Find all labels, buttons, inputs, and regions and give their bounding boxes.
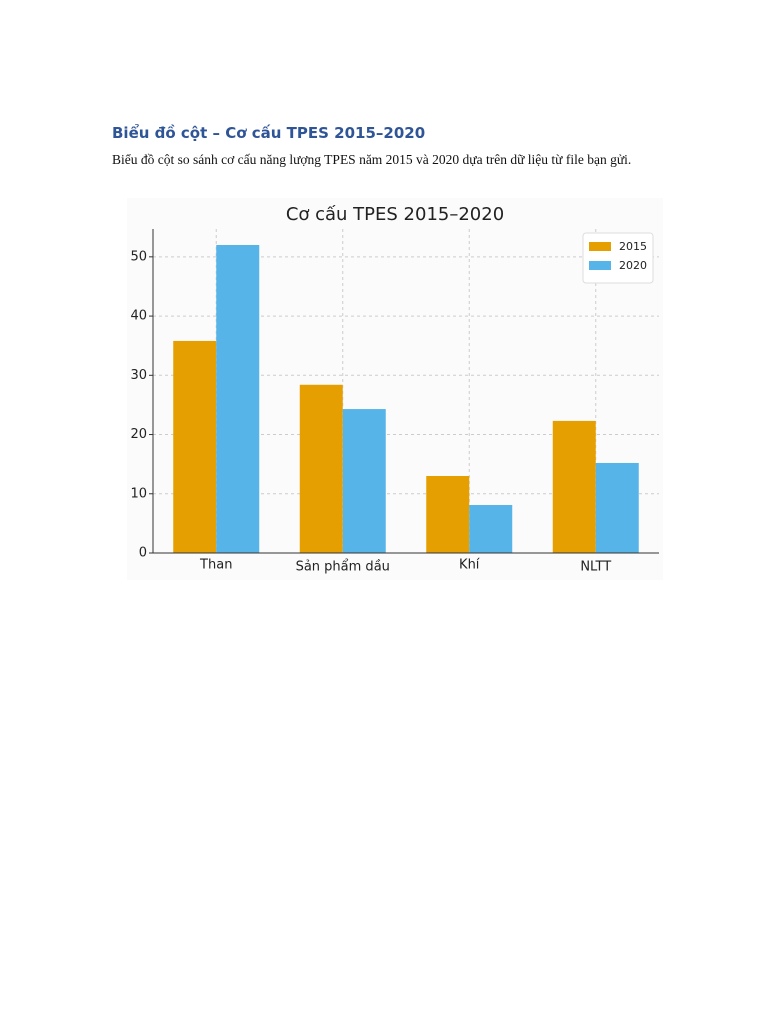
bar xyxy=(595,462,639,553)
x-tick-label: Khí xyxy=(459,558,480,573)
y-tick-label: 20 xyxy=(130,427,147,442)
document-title: Biểu đồ cột – Cơ cấu TPES 2015–2020 xyxy=(112,124,426,142)
y-tick-label: 10 xyxy=(130,486,147,501)
legend-label: 2015 xyxy=(619,240,647,253)
legend-swatch xyxy=(589,242,611,251)
document-paragraph: Biểu đồ cột so sánh cơ cấu năng lượng TP… xyxy=(112,152,632,167)
x-tick-label: Than xyxy=(199,558,232,573)
legend-label: 2020 xyxy=(619,259,647,272)
chart-title: Cơ cấu TPES 2015–2020 xyxy=(286,204,504,225)
y-tick-label: 30 xyxy=(130,368,147,383)
y-tick-label: 40 xyxy=(130,309,147,324)
bar xyxy=(469,505,513,553)
legend-swatch xyxy=(589,261,611,270)
bar xyxy=(299,384,343,553)
chart: Cơ cấu TPES 2015–2020 0 10 20 30 40 50 Than Sản… xyxy=(127,198,663,580)
x-tick-label: NLTT xyxy=(580,560,611,575)
bar xyxy=(173,340,217,553)
bar xyxy=(342,409,386,553)
bar xyxy=(552,420,596,553)
y-tick-label: 0 xyxy=(139,546,147,561)
bar xyxy=(216,244,260,554)
y-tick-label: 50 xyxy=(130,249,147,264)
x-tick-label: Sản phẩm dầu xyxy=(296,560,390,575)
bar xyxy=(426,475,470,553)
